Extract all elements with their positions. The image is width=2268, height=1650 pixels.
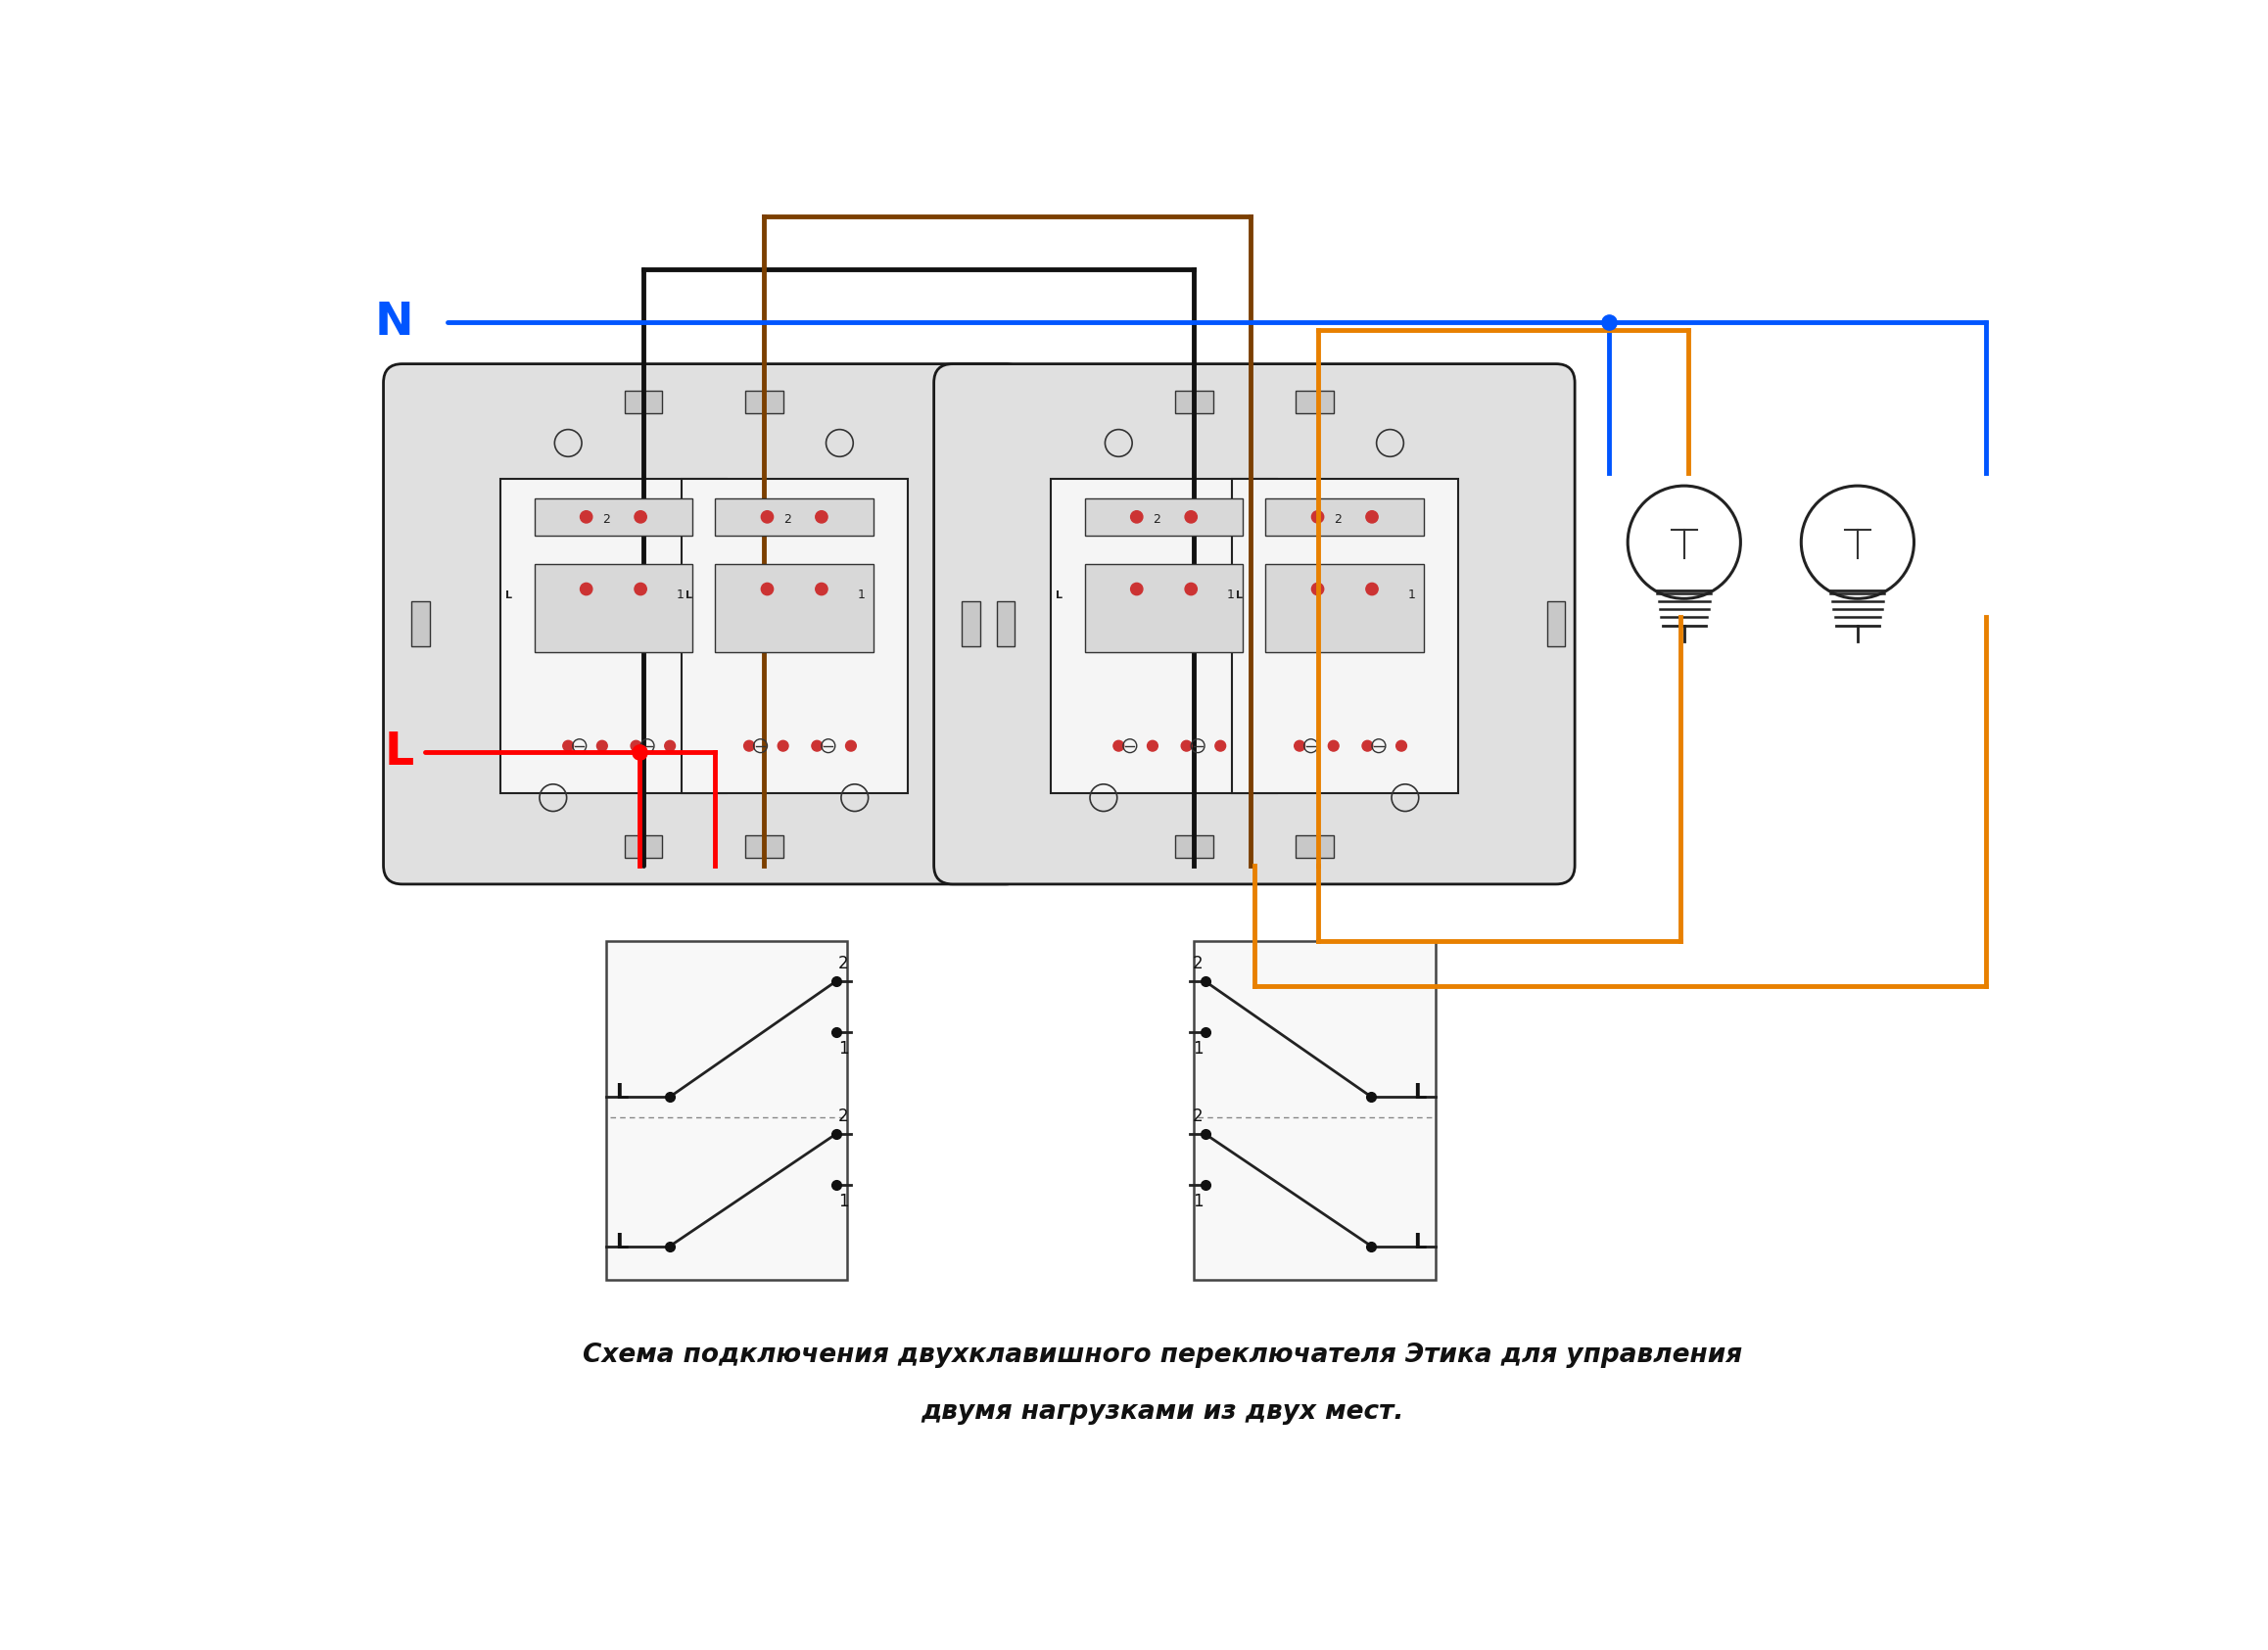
Text: 1: 1 [1193,1040,1202,1058]
Circle shape [1114,741,1125,751]
Circle shape [581,512,592,523]
Bar [962,601,980,647]
Text: Схема подключения двухклавишного переключателя Этика для управления: Схема подключения двухклавишного переклю… [583,1343,1742,1368]
Bar [1175,391,1213,412]
Circle shape [562,741,574,751]
Text: 1: 1 [1193,1193,1202,1209]
Text: 2: 2 [839,1107,848,1125]
Circle shape [1184,512,1198,523]
Circle shape [1132,582,1143,596]
Circle shape [1329,741,1338,751]
FancyBboxPatch shape [383,365,1025,884]
Text: 1: 1 [839,1193,848,1209]
Circle shape [846,741,857,751]
Bar [535,564,692,652]
Bar [1266,564,1424,652]
Bar [746,391,782,412]
Bar [1232,478,1458,794]
Bar [1547,601,1565,647]
Bar [501,478,726,794]
Circle shape [1132,512,1143,523]
Circle shape [1365,512,1379,523]
Bar [1050,478,1277,794]
Text: L: L [615,1082,628,1102]
Bar [1084,498,1243,536]
Text: L: L [1055,591,1061,601]
Circle shape [1311,582,1325,596]
Text: 2: 2 [601,513,610,526]
Bar [411,601,429,647]
Text: 2: 2 [1193,955,1202,972]
Circle shape [596,741,608,751]
Text: N: N [374,300,413,345]
Text: 1: 1 [676,589,685,602]
Bar [624,835,662,858]
Circle shape [631,741,642,751]
Bar [624,391,662,412]
Text: L: L [1413,1233,1427,1252]
Text: L: L [615,1233,628,1252]
Text: 1: 1 [1227,589,1234,602]
FancyBboxPatch shape [934,365,1574,884]
Bar [1175,835,1213,858]
Circle shape [1311,512,1325,523]
Circle shape [1184,582,1198,596]
Bar [606,940,848,1280]
Circle shape [581,582,592,596]
Bar [996,601,1014,647]
Bar [1295,391,1334,412]
Text: L: L [1236,591,1243,601]
Text: 2: 2 [782,513,792,526]
Text: 1: 1 [1408,589,1415,602]
Circle shape [812,741,823,751]
Circle shape [1295,741,1304,751]
Circle shape [1365,582,1379,596]
Circle shape [1182,741,1191,751]
Bar [714,498,873,536]
Text: 2: 2 [1334,513,1340,526]
Circle shape [816,582,828,596]
Circle shape [744,741,755,751]
Text: 2: 2 [839,955,848,972]
Bar [714,564,873,652]
Text: 2: 2 [1193,1107,1202,1125]
Circle shape [635,582,646,596]
Bar [535,498,692,536]
Text: двумя нагрузками из двух мест.: двумя нагрузками из двух мест. [921,1399,1404,1424]
Text: 1: 1 [839,1040,848,1058]
Bar [1295,835,1334,858]
Circle shape [816,512,828,523]
Bar [746,835,782,858]
Circle shape [1363,741,1372,751]
Text: L: L [383,731,413,774]
Text: L: L [685,591,692,601]
Bar [1084,564,1243,652]
Text: L: L [506,591,513,601]
Circle shape [1148,741,1159,751]
Text: L: L [1413,1082,1427,1102]
Text: 1: 1 [857,589,866,602]
Circle shape [665,741,676,751]
Circle shape [635,512,646,523]
Circle shape [762,582,773,596]
Text: 2: 2 [1152,513,1161,526]
Circle shape [1216,741,1225,751]
Bar [680,478,907,794]
Circle shape [762,512,773,523]
Circle shape [778,741,789,751]
Circle shape [1397,741,1406,751]
Bar [1193,940,1436,1280]
Bar [1266,498,1424,536]
